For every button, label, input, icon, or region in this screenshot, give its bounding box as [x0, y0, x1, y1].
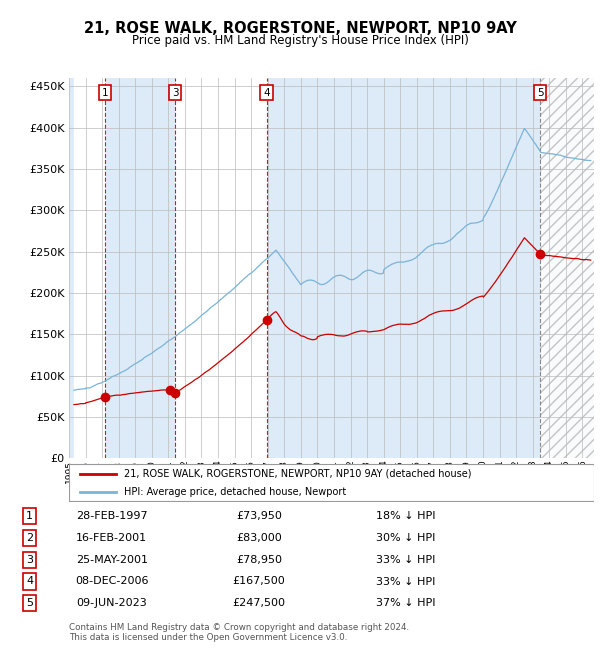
Text: 3: 3 — [172, 88, 178, 97]
Text: 21, ROSE WALK, ROGERSTONE, NEWPORT, NP10 9AY (detached house): 21, ROSE WALK, ROGERSTONE, NEWPORT, NP10… — [124, 469, 472, 478]
Text: HPI: Average price, detached house, Newport: HPI: Average price, detached house, Newp… — [124, 487, 346, 497]
Text: 1: 1 — [101, 88, 108, 97]
Text: 16-FEB-2001: 16-FEB-2001 — [76, 533, 148, 543]
Bar — [540, 78, 594, 458]
Text: £73,950: £73,950 — [236, 511, 282, 521]
Text: Price paid vs. HM Land Registry's House Price Index (HPI): Price paid vs. HM Land Registry's House … — [131, 34, 469, 47]
Text: £247,500: £247,500 — [232, 599, 286, 608]
Text: 4: 4 — [263, 88, 270, 97]
Text: 4: 4 — [26, 577, 33, 586]
Text: 09-JUN-2023: 09-JUN-2023 — [76, 599, 147, 608]
Text: 30% ↓ HPI: 30% ↓ HPI — [376, 533, 436, 543]
Text: 08-DEC-2006: 08-DEC-2006 — [75, 577, 149, 586]
Text: 5: 5 — [26, 599, 33, 608]
Text: 33% ↓ HPI: 33% ↓ HPI — [376, 577, 436, 586]
Text: £83,000: £83,000 — [236, 533, 282, 543]
Text: £167,500: £167,500 — [232, 577, 285, 586]
Text: 21, ROSE WALK, ROGERSTONE, NEWPORT, NP10 9AY: 21, ROSE WALK, ROGERSTONE, NEWPORT, NP10… — [83, 21, 517, 36]
Text: 2: 2 — [26, 533, 33, 543]
Text: 5: 5 — [536, 88, 544, 97]
Text: 37% ↓ HPI: 37% ↓ HPI — [376, 599, 436, 608]
Text: 25-MAY-2001: 25-MAY-2001 — [76, 554, 148, 565]
Text: 1: 1 — [26, 511, 33, 521]
Text: 28-FEB-1997: 28-FEB-1997 — [76, 511, 148, 521]
Text: £78,950: £78,950 — [236, 554, 282, 565]
Text: 33% ↓ HPI: 33% ↓ HPI — [376, 554, 436, 565]
Text: 3: 3 — [26, 554, 33, 565]
Text: 18% ↓ HPI: 18% ↓ HPI — [376, 511, 436, 521]
Bar — [175, 78, 266, 458]
Text: Contains HM Land Registry data © Crown copyright and database right 2024.
This d: Contains HM Land Registry data © Crown c… — [69, 623, 409, 642]
Bar — [74, 78, 105, 458]
FancyBboxPatch shape — [69, 463, 594, 501]
